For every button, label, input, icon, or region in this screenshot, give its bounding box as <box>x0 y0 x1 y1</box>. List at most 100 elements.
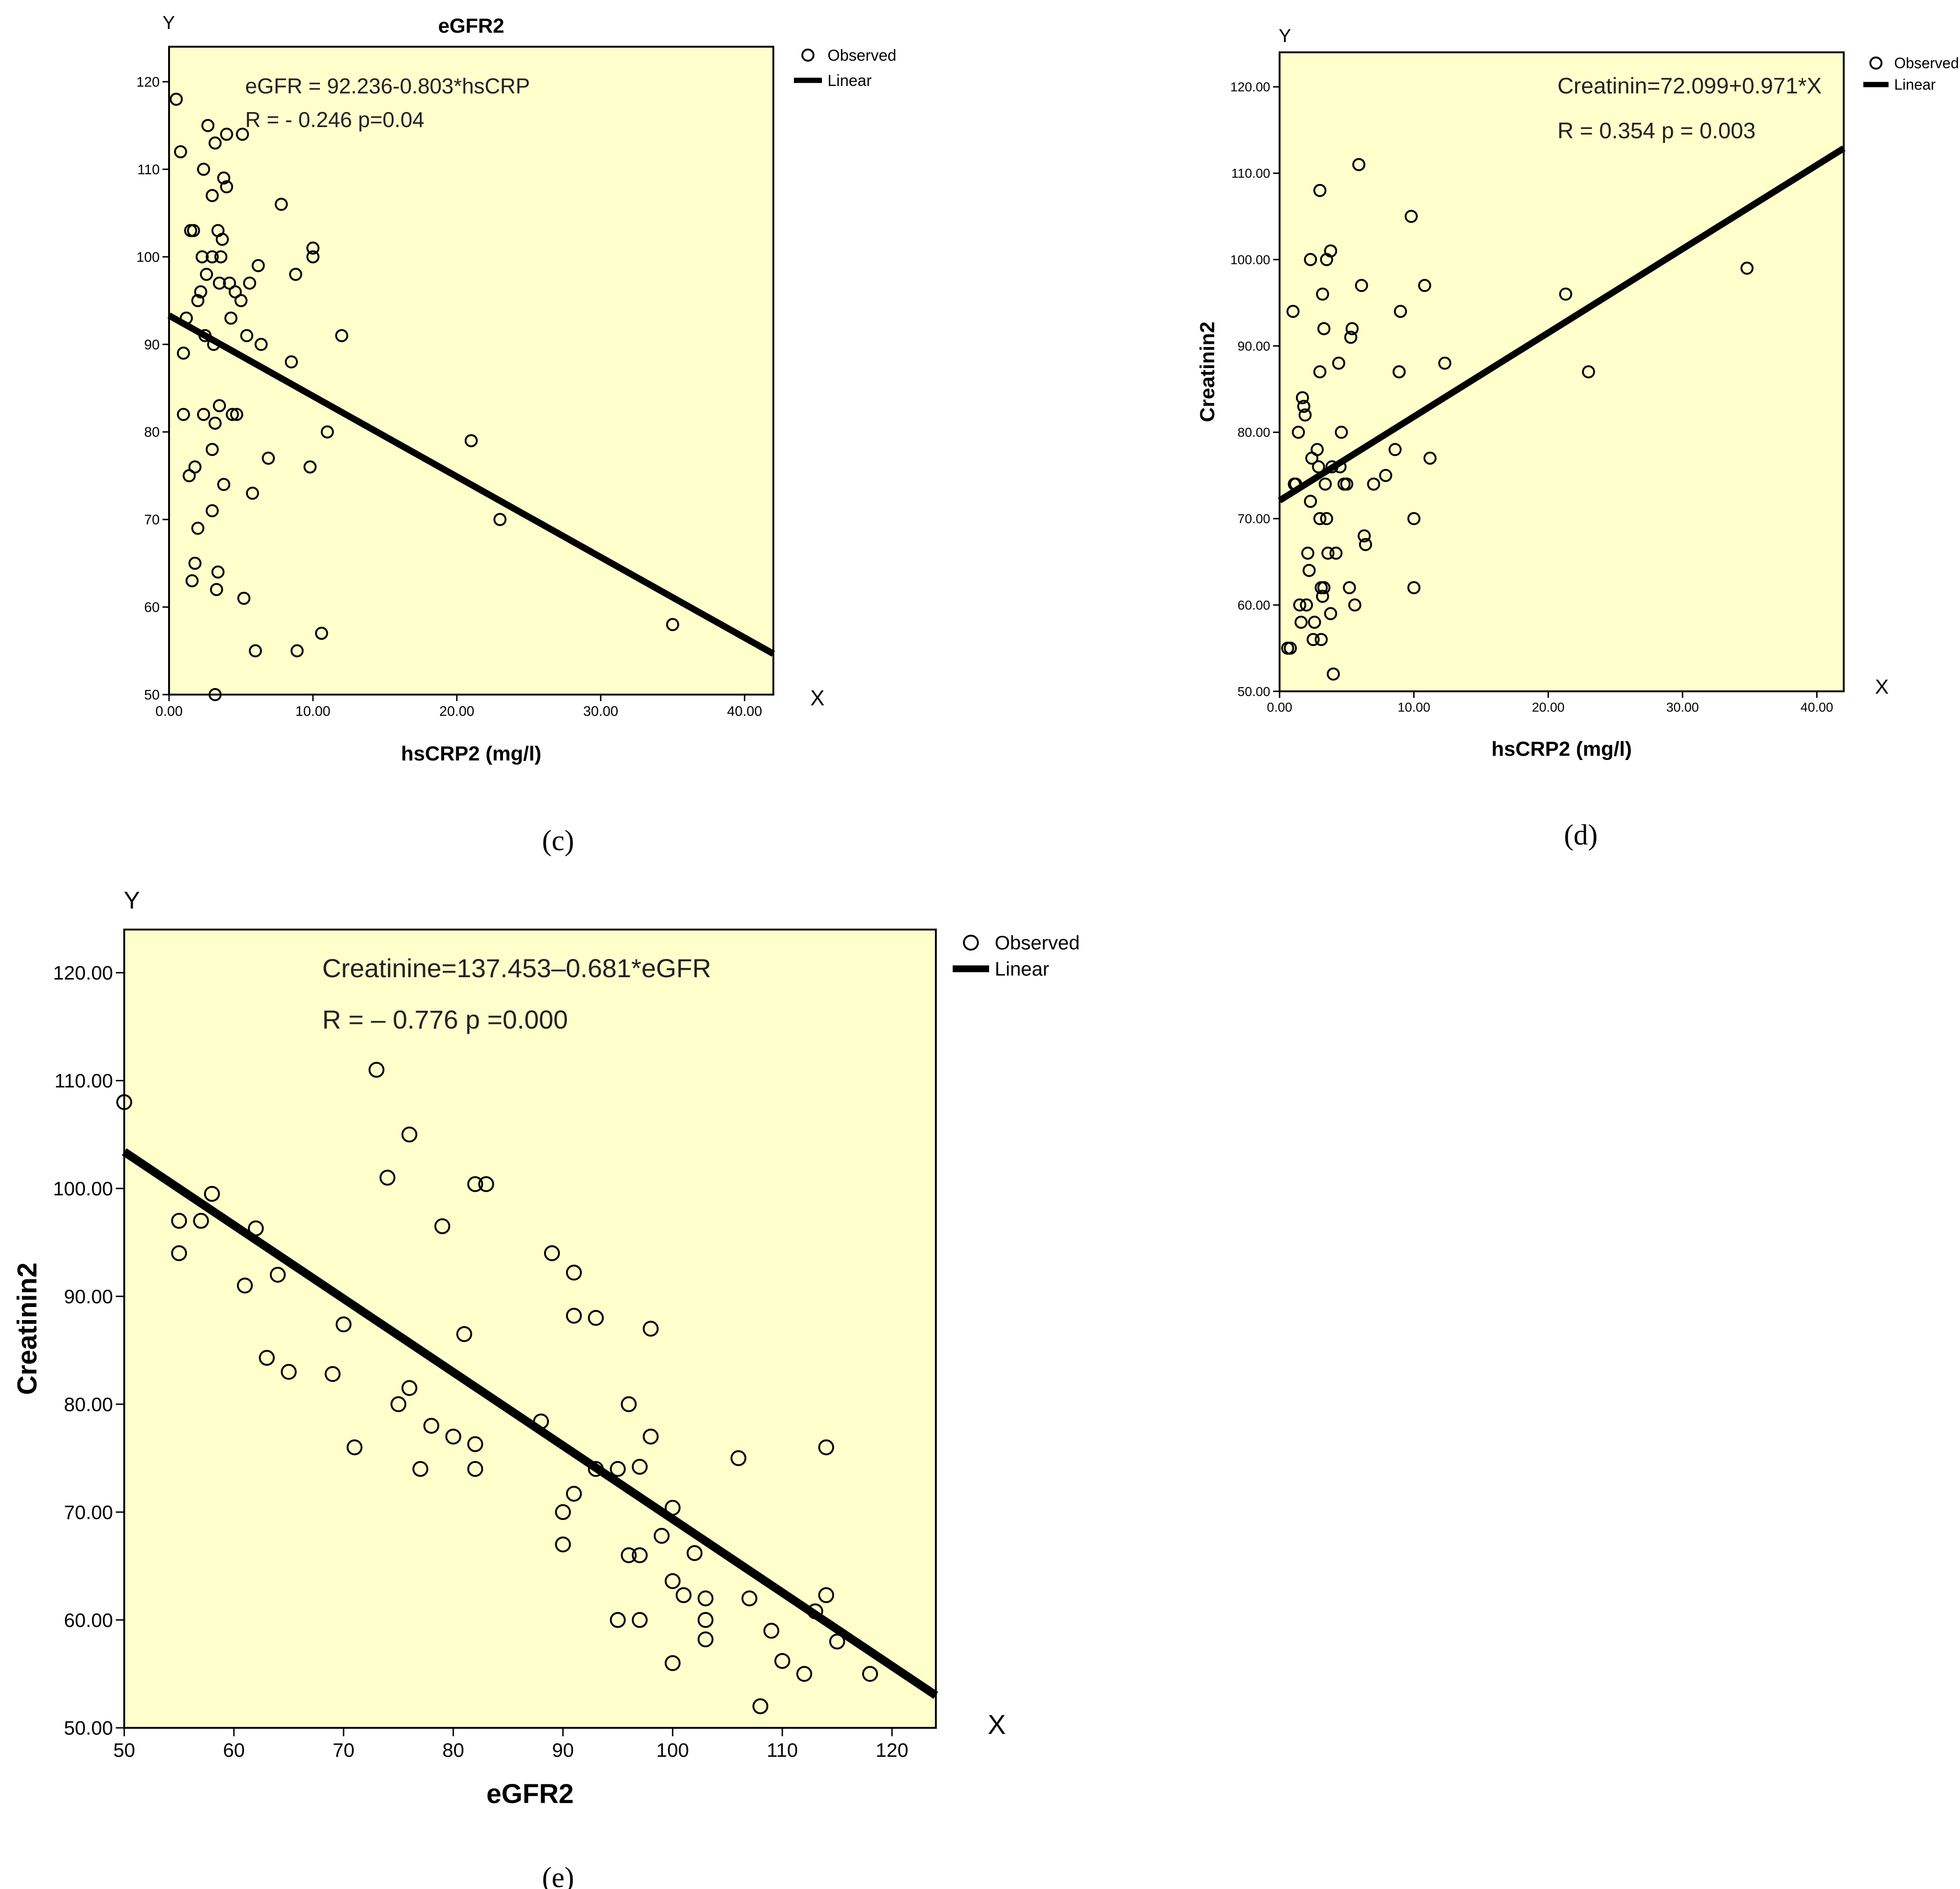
data-point <box>587 1310 604 1326</box>
data-point <box>188 460 202 474</box>
panel-label: (d) <box>1564 819 1598 851</box>
data-point <box>1295 391 1309 405</box>
x-tick-label: 10.00 <box>1398 700 1430 714</box>
data-point <box>303 460 317 474</box>
y-corner-label: Y <box>124 887 140 914</box>
data-point <box>1418 279 1431 292</box>
y-tick-label: 120.00 <box>53 962 113 984</box>
data-point <box>1379 469 1393 482</box>
x-tick-label: 10.00 <box>296 704 331 719</box>
x-tick-label: 20.00 <box>439 704 474 719</box>
data-point <box>1355 279 1368 292</box>
data-point <box>262 451 275 465</box>
data-point <box>665 1573 681 1589</box>
data-point <box>197 408 210 421</box>
data-point <box>1329 547 1343 560</box>
data-point <box>1297 399 1310 413</box>
data-point <box>269 1267 286 1283</box>
legend-linear-label: Linear <box>995 958 1049 980</box>
data-point <box>1321 547 1335 560</box>
data-point <box>306 241 320 255</box>
data-point <box>205 250 219 263</box>
y-tick-label: 70 <box>144 512 160 528</box>
y-tick-label: 60.00 <box>64 1609 113 1631</box>
chart-panel-3: 50 60 70 80 90 100 110 120 50.00 60.00 70.00 80.00 9… <box>12 887 1080 1889</box>
data-point <box>609 1612 626 1628</box>
data-point <box>1324 244 1337 258</box>
data-point <box>379 1170 396 1186</box>
y-tick-label: 90.00 <box>1238 339 1270 353</box>
y-tick-label: 50 <box>144 688 160 703</box>
equation-annotation: R = – 0.776 p =0.000 <box>322 1005 568 1034</box>
x-tick-label: 30.00 <box>583 704 618 719</box>
data-point <box>217 478 231 491</box>
data-point <box>423 1418 439 1434</box>
legend-observed-marker <box>1869 57 1882 70</box>
data-point <box>697 1631 714 1648</box>
data-point <box>205 443 219 456</box>
data-point <box>862 1666 878 1682</box>
data-points <box>116 1062 878 1714</box>
data-point <box>666 618 679 632</box>
y-tick-label: 70.00 <box>1238 511 1270 526</box>
data-point <box>205 504 219 518</box>
data-point <box>1332 356 1345 370</box>
data-point <box>493 513 507 526</box>
y-tick-label: 50.00 <box>1238 684 1270 699</box>
data-point <box>170 92 183 106</box>
y-corner-label: Y <box>1279 26 1291 46</box>
data-point <box>1348 598 1362 612</box>
data-point <box>335 329 348 342</box>
x-tick-label: 80 <box>442 1739 464 1761</box>
x-tick-label: 110 <box>767 1739 798 1761</box>
data-point <box>315 626 328 640</box>
y-tick-label: 120.00 <box>1230 80 1270 94</box>
data-point <box>248 644 262 658</box>
data-point <box>185 574 199 588</box>
y-tick-label: 80 <box>144 425 160 440</box>
legend-observed-label: Observed <box>1894 55 1959 71</box>
data-point <box>290 644 304 658</box>
plot-area <box>168 46 774 696</box>
legend-observed-label: Observed <box>995 932 1080 954</box>
data-point <box>1317 581 1330 595</box>
x-tick-label: 90 <box>552 1739 574 1761</box>
data-points <box>170 92 679 701</box>
data-point <box>555 1536 571 1553</box>
data-point <box>325 1366 341 1382</box>
data-point <box>171 1245 187 1261</box>
data-point <box>226 408 239 421</box>
data-point <box>1316 287 1330 301</box>
data-point <box>566 1485 582 1502</box>
x-axis-title: hsCRP2 (mg/l) <box>1492 738 1632 760</box>
equation-annotation: eGFR = 92.236-0.803*hsCRP <box>245 74 530 98</box>
data-point <box>255 338 268 351</box>
fit-line <box>1278 145 1846 504</box>
data-point <box>200 268 213 281</box>
data-point <box>208 136 222 150</box>
data-point <box>1317 322 1330 335</box>
data-point <box>347 1439 363 1456</box>
legend-linear-label: Linear <box>828 72 872 90</box>
data-point <box>741 1590 757 1606</box>
data-point <box>234 294 248 307</box>
data-point <box>1740 262 1754 275</box>
data-point <box>1343 581 1356 595</box>
legend-observed-marker <box>963 935 979 951</box>
x-axis-title: hsCRP2 (mg/l) <box>401 742 542 765</box>
data-point <box>1407 512 1421 526</box>
x-tick-label: 0.00 <box>1267 700 1293 714</box>
data-point <box>188 556 202 570</box>
data-point <box>208 416 222 430</box>
data-point <box>467 1461 483 1477</box>
data-point <box>228 285 242 298</box>
panel-label: (e) <box>542 1862 574 1889</box>
y-tick-label: 50.00 <box>64 1717 113 1739</box>
data-point <box>252 259 265 272</box>
data-point <box>1358 529 1371 543</box>
data-point <box>1582 365 1595 378</box>
data-point <box>214 250 227 263</box>
data-point <box>1315 633 1328 646</box>
x-tick-label: 40.00 <box>1800 700 1833 714</box>
data-point <box>1404 210 1418 223</box>
